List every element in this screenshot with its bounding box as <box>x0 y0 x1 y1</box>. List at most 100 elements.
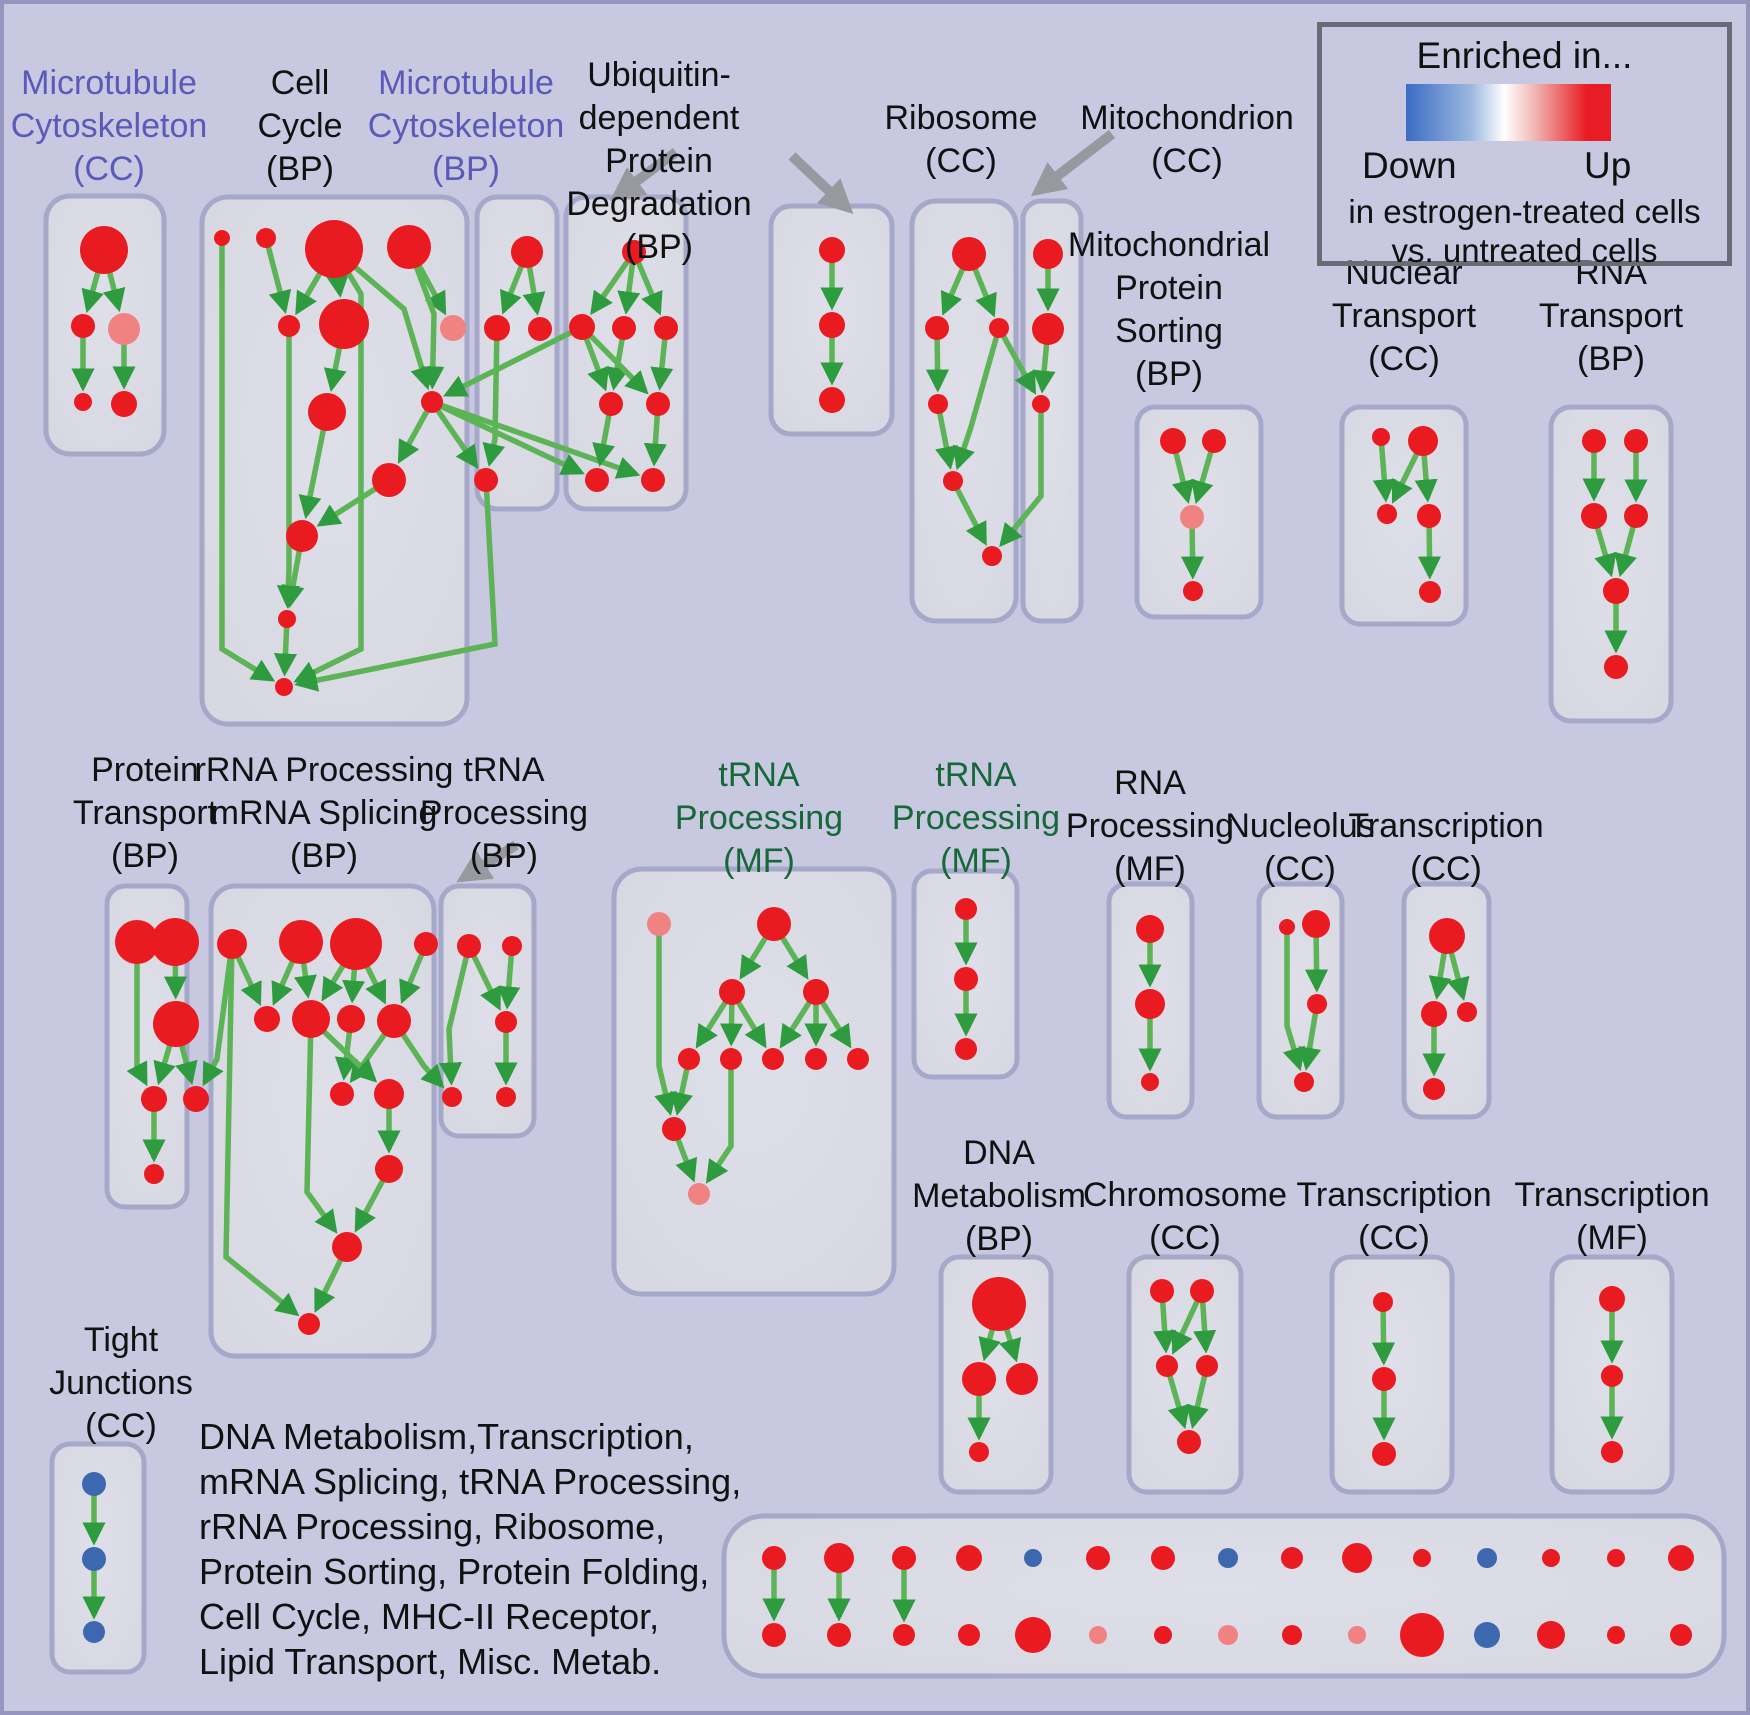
gene-node-ms2 <box>1202 429 1226 453</box>
edge-rr8-tb4 <box>391 1019 445 1089</box>
gene-node-nt3 <box>1377 504 1397 524</box>
gene-node-ch1 <box>1150 1279 1174 1303</box>
edge-pt1-pt4 <box>126 942 148 1087</box>
gene-node-rt1 <box>1582 429 1606 453</box>
gene-node-a11 <box>1413 1549 1431 1567</box>
gene-node-tm11 <box>688 1183 710 1205</box>
gene-node-rp1 <box>1136 915 1164 943</box>
label-ubiquitin: Ubiquitin-dependent Protein Degradation (BP… <box>566 56 752 266</box>
edge-cc5-cc12 <box>276 326 300 609</box>
gene-node-rt3 <box>1581 503 1607 529</box>
gene-node-a5 <box>1024 1549 1042 1567</box>
label-transcription-cc-bot: Transcription (CC) <box>1296 1176 1492 1257</box>
gene-node-t3a <box>1599 1286 1625 1312</box>
gene-node-pt5 <box>183 1086 209 1112</box>
gene-node-tm9 <box>847 1048 869 1070</box>
gene-node-b5 <box>1015 1617 1051 1653</box>
gene-node-nc1 <box>1279 919 1295 935</box>
box-misc-metab <box>721 1513 1727 1679</box>
label-mitochondrion: Mitochondrion (CC) <box>1080 99 1294 180</box>
legend-subtitle-2: vs. untreated cells <box>1391 232 1658 269</box>
edge-tm6-tm11 <box>705 1059 734 1184</box>
edge-rr1-rr13 <box>223 943 300 1317</box>
edge-cc3-cc8 <box>332 246 433 391</box>
gene-node-u1b2 <box>641 468 665 492</box>
label-trna-processing-bp: tRNA Processing (BP) <box>419 751 589 875</box>
gene-node-a6 <box>1086 1546 1110 1570</box>
label-rna-processing-mf: RNA Processing (MF) <box>1065 764 1235 888</box>
gene-node-rr11 <box>375 1155 403 1183</box>
gene-node-mt3 <box>1032 395 1050 413</box>
gene-node-tb1 <box>457 934 481 958</box>
gene-node-b2 <box>827 1623 851 1647</box>
gene-node-tm6 <box>720 1048 742 1070</box>
gene-node-b4 <box>958 1624 980 1646</box>
gene-node-u1m2 <box>646 392 670 416</box>
gene-node-tm4 <box>803 979 829 1005</box>
gene-node-rb3 <box>989 318 1009 338</box>
gene-node-ch5 <box>1177 1430 1201 1454</box>
box-chromosome <box>1126 1254 1244 1495</box>
legend-gradient-bar <box>1406 84 1611 141</box>
gene-node-nt2 <box>1408 426 1438 456</box>
gene-node-tb2 <box>502 936 522 956</box>
label-trna-processing-mf-2: tRNA Processing (MF) <box>891 756 1061 880</box>
gene-node-ts3 <box>955 1038 977 1060</box>
edge-u1a-u1m2 <box>580 325 649 395</box>
gene-node-rr2 <box>279 920 323 964</box>
label-transcription-mf: Transcription (MF) <box>1514 1176 1710 1257</box>
gene-node-rr12 <box>332 1232 362 1262</box>
gene-node-mt1 <box>1033 239 1063 269</box>
gene-node-rr9 <box>330 1082 354 1106</box>
gene-node-mt2 <box>1032 313 1064 345</box>
gene-node-a1 <box>762 1546 786 1570</box>
gene-node-mcc1 <box>80 226 128 274</box>
label-protein-transport: Protein Transport (BP) <box>72 751 218 875</box>
gene-node-rr7 <box>337 1005 365 1033</box>
gene-node-nt4 <box>1417 504 1441 528</box>
edge-rb5-rb6 <box>950 479 988 546</box>
gene-node-cc7 <box>440 315 466 341</box>
gene-node-dm4 <box>969 1442 989 1462</box>
gene-node-tm2 <box>757 907 791 941</box>
gene-node-t2c <box>1372 1442 1396 1466</box>
gene-node-rr8 <box>377 1004 411 1038</box>
gene-node-b3 <box>893 1624 915 1646</box>
gene-node-tj2 <box>82 1547 106 1571</box>
gene-node-rr5 <box>254 1006 280 1032</box>
gene-node-pt3 <box>153 1001 199 1047</box>
gene-node-tm1 <box>647 912 671 936</box>
gene-node-rt6 <box>1604 655 1628 679</box>
edge-tm1-tm10 <box>654 924 677 1116</box>
gene-node-tm5 <box>678 1048 700 1070</box>
edge-cc4-cc8 <box>406 246 445 390</box>
gene-node-tm8 <box>805 1048 827 1070</box>
gene-node-b1 <box>762 1623 786 1647</box>
gene-node-dm3 <box>1006 1363 1038 1395</box>
edge-cc2-cc5 <box>263 237 292 315</box>
label-microtubule-cc: Microtubule Cytoskeleton (CC) <box>10 64 208 188</box>
gene-node-cc5 <box>278 315 300 337</box>
gene-node-ms1 <box>1160 428 1186 454</box>
label-misc-list: DNA Metabolism,Transcription, mRNA Splici… <box>199 1416 742 1682</box>
legend-down-label: Down <box>1362 145 1457 186</box>
gene-node-t3c <box>1601 1441 1623 1463</box>
gene-node-tc1 <box>1429 918 1465 954</box>
gene-node-a7 <box>1151 1546 1175 1570</box>
edge-mt3-rb6 <box>999 404 1044 548</box>
gene-node-rb4 <box>928 394 948 414</box>
gene-node-rr6 <box>292 1000 330 1038</box>
gene-node-u1b <box>612 316 636 340</box>
box-trna-processing-mf-1 <box>611 866 897 1297</box>
gene-node-mbp4 <box>474 468 498 492</box>
edge-rb3-rb5 <box>952 327 1002 471</box>
gene-node-nc2 <box>1302 910 1330 938</box>
gene-node-cc3 <box>305 220 363 278</box>
network-nodes <box>71 220 1694 1657</box>
gene-node-rb1 <box>952 237 986 271</box>
gene-node-tc2 <box>1421 1001 1447 1027</box>
gene-node-rt4 <box>1624 504 1648 528</box>
gene-node-nt5 <box>1419 581 1441 603</box>
gene-node-a14 <box>1607 1549 1625 1567</box>
gene-node-rb6 <box>982 546 1002 566</box>
